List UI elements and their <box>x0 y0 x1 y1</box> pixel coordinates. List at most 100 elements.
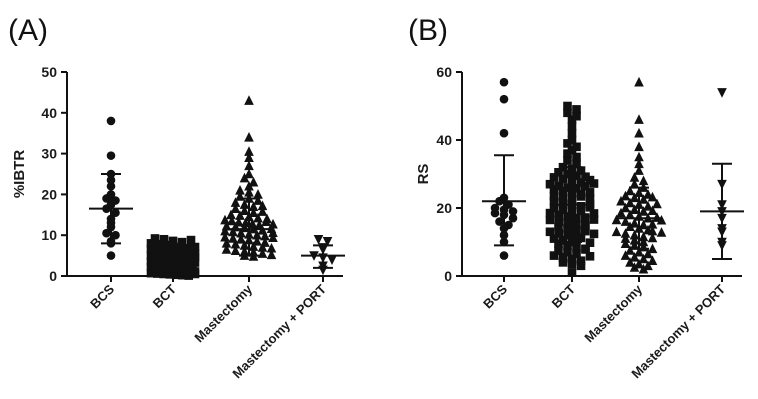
series-mastectomy-port <box>700 88 744 260</box>
data-point <box>558 236 568 245</box>
data-point <box>643 189 653 199</box>
data-point <box>572 220 581 230</box>
data-point <box>625 245 635 255</box>
y-tick-label: 50 <box>41 64 57 80</box>
data-point <box>248 241 259 251</box>
data-point <box>240 217 251 228</box>
data-point <box>545 227 555 237</box>
data-point <box>235 185 245 195</box>
data-point <box>563 224 572 233</box>
data-point <box>572 225 581 235</box>
data-point <box>563 241 572 250</box>
data-point <box>656 214 667 225</box>
data-point <box>554 210 564 220</box>
data-point <box>159 269 168 279</box>
data-point <box>585 194 595 203</box>
data-point <box>567 268 577 277</box>
data-point <box>576 233 586 243</box>
data-point <box>183 243 192 253</box>
data-point <box>253 189 263 199</box>
series-bct <box>545 101 599 277</box>
data-point <box>490 203 500 213</box>
data-point <box>161 247 170 256</box>
data-point <box>572 213 581 223</box>
y-tick-label: 20 <box>436 200 452 216</box>
data-point <box>221 244 232 254</box>
data-point <box>567 259 577 269</box>
data-point <box>634 76 644 87</box>
data-point <box>244 131 254 142</box>
data-point <box>111 230 120 240</box>
data-point <box>253 195 263 205</box>
data-point <box>580 213 590 222</box>
data-point <box>634 246 644 257</box>
y-tick-label: 30 <box>41 146 57 162</box>
data-point <box>236 233 246 244</box>
data-point <box>581 244 590 254</box>
data-point <box>647 191 658 202</box>
x-category-label: Mastectomy <box>581 281 645 345</box>
data-point <box>244 160 254 171</box>
data-point <box>168 236 178 246</box>
x-category-label: Mastectomy <box>191 281 255 345</box>
data-point <box>647 243 658 254</box>
y-tick-label: 0 <box>49 268 57 284</box>
data-point <box>266 242 277 253</box>
y-tick-label: 40 <box>41 105 57 121</box>
data-point <box>563 101 572 111</box>
data-point <box>576 202 586 211</box>
data-point <box>268 218 278 229</box>
data-point <box>572 249 581 259</box>
data-point <box>558 198 568 208</box>
data-point <box>111 196 120 205</box>
data-point <box>558 186 568 196</box>
x-category-label: BCT <box>549 281 579 311</box>
data-point <box>611 226 622 237</box>
data-point <box>572 105 581 114</box>
data-point <box>563 230 572 240</box>
data-point <box>549 234 559 243</box>
data-point <box>248 247 259 257</box>
data-point <box>567 135 577 145</box>
data-point <box>634 151 644 162</box>
x-category-label: Mastectomy + PORT <box>628 281 728 381</box>
data-point <box>572 142 581 152</box>
data-point <box>499 128 509 138</box>
data-point <box>634 258 644 269</box>
data-point <box>239 199 250 209</box>
data-point <box>102 228 111 238</box>
data-point <box>567 145 577 155</box>
data-point <box>554 217 564 226</box>
data-point <box>254 219 265 230</box>
data-point <box>228 226 238 237</box>
data-point <box>186 235 196 245</box>
data-point <box>545 215 555 225</box>
data-point <box>554 246 563 255</box>
y-tick-label: 20 <box>41 186 57 202</box>
data-point <box>572 159 581 169</box>
x-category-label: BCS <box>480 281 510 311</box>
data-point <box>230 197 241 207</box>
data-point <box>508 207 518 216</box>
data-point <box>620 202 631 213</box>
data-point <box>647 255 658 265</box>
data-point <box>585 251 595 261</box>
data-point <box>268 232 278 242</box>
data-point <box>625 209 635 220</box>
data-point <box>585 188 595 197</box>
data-point <box>576 178 586 187</box>
data-point <box>656 227 667 237</box>
data-point <box>248 176 259 187</box>
data-point <box>563 247 572 257</box>
data-point <box>327 255 337 265</box>
data-point <box>589 209 599 218</box>
data-point <box>643 224 653 235</box>
data-point <box>220 225 230 236</box>
data-point <box>504 220 513 230</box>
data-point <box>260 230 270 241</box>
data-point <box>182 262 192 271</box>
data-point <box>558 253 568 262</box>
data-point <box>266 249 277 260</box>
data-point <box>508 213 518 223</box>
